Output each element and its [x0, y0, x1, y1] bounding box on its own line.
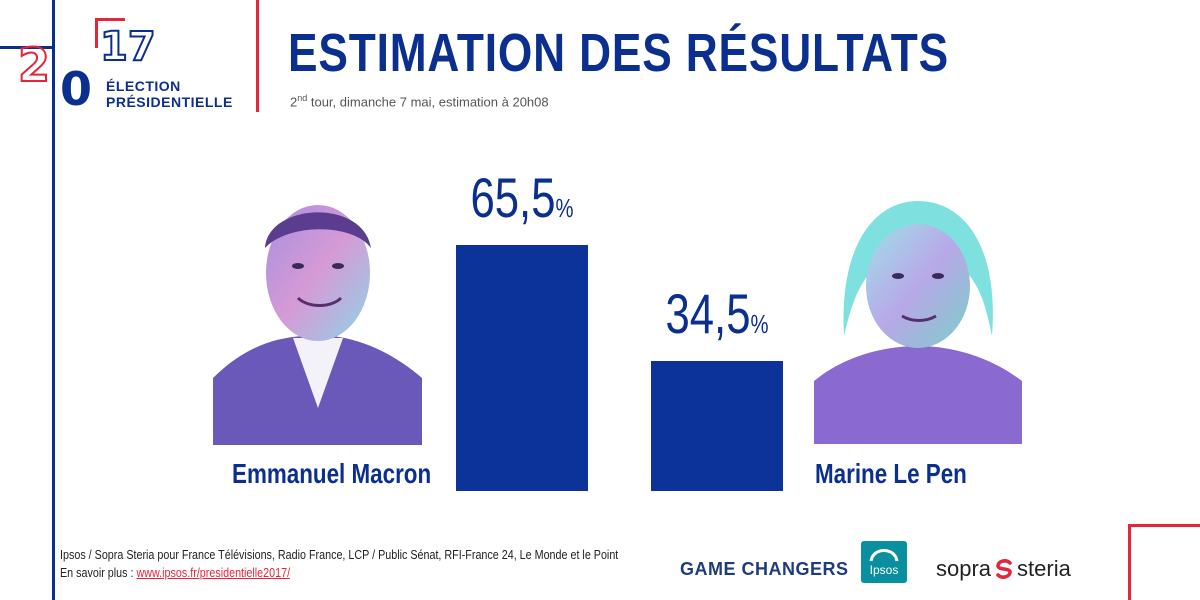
more-info-label: En savoir plus :	[60, 566, 137, 580]
percent-sign-macron: %	[555, 193, 574, 223]
sopra-steria-logo: sopra steria	[936, 556, 1071, 582]
ipsos-arc-icon	[869, 549, 899, 562]
logo-digit-17: 17	[99, 23, 157, 71]
sopra-steria-s-icon	[996, 559, 1012, 579]
sopra-label: sopra	[936, 556, 992, 581]
portrait-macron-illustration	[213, 178, 422, 445]
page-title: ESTIMATION DES RÉSULTATS	[288, 23, 949, 83]
portrait-marine-le-pen	[814, 176, 1022, 444]
bar-value-label-macron: 65,5%	[455, 165, 589, 230]
frame-red-vertical	[256, 0, 259, 112]
page-subtitle: 2nd tour, dimanche 7 mai, estimation à 2…	[290, 93, 549, 109]
source-credit: Ipsos / Sopra Steria pour France Télévis…	[60, 548, 619, 562]
frame-red-bottom-right-h	[1128, 524, 1200, 527]
logo-digit-2: 2	[17, 37, 51, 93]
bar-macron	[456, 245, 588, 491]
portrait-lepen-illustration	[814, 176, 1022, 444]
percent-sign-lepen: %	[750, 309, 769, 340]
logo-line-presidentielle: PRÉSIDENTIELLE	[106, 94, 233, 110]
value-lepen: 34,5	[665, 282, 751, 346]
subtitle-ordinal: 2	[290, 94, 298, 110]
bar-value-label-lepen: 34,5%	[650, 281, 784, 346]
frame-red-bottom-right-v	[1128, 524, 1131, 600]
frame-red-top-corner	[95, 18, 98, 48]
logo-digit-0: 0	[60, 62, 93, 116]
candidate-name-macron: Emmanuel Macron	[232, 458, 432, 489]
frame-red-top-corner-h	[95, 18, 125, 21]
portrait-emmanuel-macron	[213, 178, 422, 445]
bar-lepen	[651, 361, 783, 491]
ipsos-label: Ipsos	[869, 563, 899, 577]
value-macron: 65,5	[470, 166, 556, 229]
game-changers-logo: GAME CHANGERS	[680, 559, 849, 579]
candidate-name-lepen: Marine Le Pen	[815, 458, 967, 489]
more-info-line: En savoir plus : www.ipsos.fr/presidenti…	[60, 566, 290, 580]
frame-left-line	[52, 0, 55, 600]
steria-label: steria	[1017, 556, 1071, 581]
ipsos-link[interactable]: www.ipsos.fr/presidentielle2017/	[136, 566, 291, 580]
subtitle-text: tour, dimanche 7 mai, estimation à 20h08	[307, 94, 549, 110]
frame-top-line	[0, 46, 52, 49]
subtitle-ordinal-suffix: nd	[297, 93, 308, 103]
ipsos-logo: Ipsos	[861, 541, 907, 583]
logo-line-election: ÉLECTION	[106, 78, 181, 94]
